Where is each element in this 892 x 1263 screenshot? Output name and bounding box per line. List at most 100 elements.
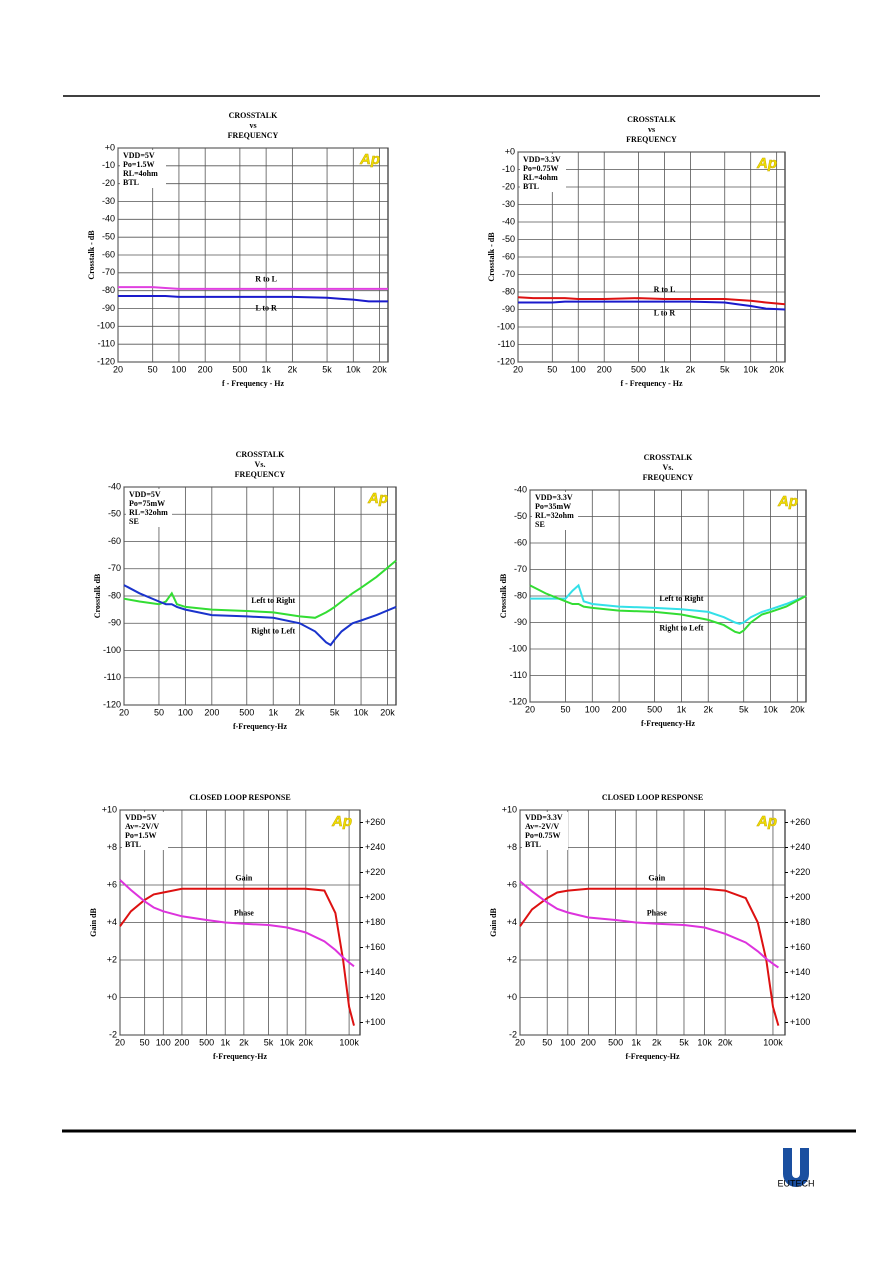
y-tick-label: -50 [502,234,515,244]
x-axis-label: f-Frequency-Hz [625,1052,680,1061]
y-tick-label: -60 [102,249,115,259]
x-tick-label: 1k [220,1037,230,1047]
series-line [519,887,780,1026]
y-tick-label: +8 [507,842,517,852]
x-axis-label: f-Frequency-Hz [233,722,288,731]
y-tick-label: -20 [102,178,115,188]
series-line [529,584,807,635]
note: SE [535,520,545,529]
chart: +0 -10 -20 -30 -40 -50 -60 -70 -80 -90 -100 -110 -12… [487,115,786,388]
y-tick-label: -30 [102,196,115,206]
notes-box [522,812,568,850]
chart-title: CROSSTALK [236,450,286,459]
y-tick-label: -90 [108,618,121,628]
series-label: R to L [654,285,676,294]
y-tick-label: +4 [107,917,117,927]
x-tick-label: 100k [339,1037,359,1047]
y-tick-label: -60 [108,536,121,546]
x-tick-label: 2k [652,1037,662,1047]
x-tick-label: 500 [608,1037,623,1047]
y-tick-label: -110 [104,672,121,682]
y-tick-label: -2 [509,1029,517,1039]
x-tick-label: 100k [763,1037,783,1047]
chart-title: Vs. [663,463,674,472]
y-tick-label: -20 [502,181,515,191]
x-tick-label: 20 [115,1037,125,1047]
x-tick-label: 1k [268,707,278,717]
chart-title: Vs. [255,460,266,469]
x-tick-label: 1k [261,364,271,374]
chart-title: CROSSTALK [229,111,279,120]
note: BTL [125,840,141,849]
y-tick-label: -120 [103,699,121,709]
note: VDD=5V [125,813,157,822]
y-tick-label: -80 [108,590,121,600]
x-tick-label: 10k [697,1037,712,1047]
y-tick-label: +10 [102,804,117,814]
y-tick-label: +10 [502,804,517,814]
y2-tick-label: +240 [365,842,385,852]
x-tick-label: 100 [156,1037,171,1047]
y-axis-label: Crosstalk - dB [87,230,96,280]
y2-tick-label: +200 [365,892,385,902]
y-tick-label: -40 [514,484,527,494]
x-tick-label: 50 [140,1037,150,1047]
y-tick-label: -110 [510,670,527,680]
x-tick-label: 200 [174,1037,189,1047]
x-tick-label: 50 [542,1037,552,1047]
note: BTL [123,178,139,187]
y-tick-label: -90 [514,617,527,627]
y-tick-label: +4 [507,917,517,927]
y-tick-label: +0 [107,992,117,1002]
note: RL=32ohm [129,508,168,517]
x-tick-label: 2k [686,364,696,374]
y2-tick-label: +160 [790,942,810,952]
x-tick-label: 2k [288,364,298,374]
y2-tick-label: +100 [790,1017,810,1027]
y-tick-label: -110 [498,339,515,349]
x-tick-label: 50 [547,364,557,374]
series-label: Phase [647,909,667,918]
note: Av=-2V/V [125,822,159,831]
y2-tick-label: +260 [365,817,385,827]
series-line [519,880,779,969]
x-tick-label: 5k [322,364,332,374]
y-tick-label: -2 [109,1029,117,1039]
note: VDD=5V [123,151,155,160]
y2-tick-label: +220 [790,867,810,877]
y-tick-label: -100 [497,321,515,331]
series-label: L to R [255,304,277,313]
y-tick-label: -100 [103,645,121,655]
badge: Ap [359,151,380,168]
y2-tick-label: +180 [790,917,810,927]
y2-tick-label: +120 [365,992,385,1002]
y-tick-label: -70 [514,564,527,574]
notes-box [520,154,566,192]
x-tick-label: 10k [354,707,369,717]
series-label: Right to Left [659,623,703,632]
x-tick-label: 500 [631,364,646,374]
note: VDD=3.3V [523,155,561,164]
note: Po=1.5W [123,160,154,169]
y-tick-label: +0 [507,992,517,1002]
y-tick-label: +6 [107,879,117,889]
series-line [530,583,807,625]
series-line [118,286,388,290]
notes-box [120,150,166,188]
y-axis-label: Crosstalk dB [499,573,508,618]
y-tick-label: -30 [502,199,515,209]
y-tick-label: -50 [108,509,121,519]
y-axis-label: Gain dB [489,908,498,937]
x-tick-label: 20 [119,707,129,717]
y2-tick-label: +100 [365,1017,385,1027]
x-tick-label: 50 [154,707,164,717]
y-tick-label: -50 [514,511,527,521]
note: BTL [525,840,541,849]
chart-title: CROSSTALK [644,453,694,462]
x-tick-label: 50 [148,364,158,374]
x-tick-label: 2k [239,1037,249,1047]
logo: EUTECH [777,1148,815,1188]
series-line [518,300,786,311]
y2-tick-label: +240 [790,842,810,852]
x-tick-label: 20k [718,1037,733,1047]
